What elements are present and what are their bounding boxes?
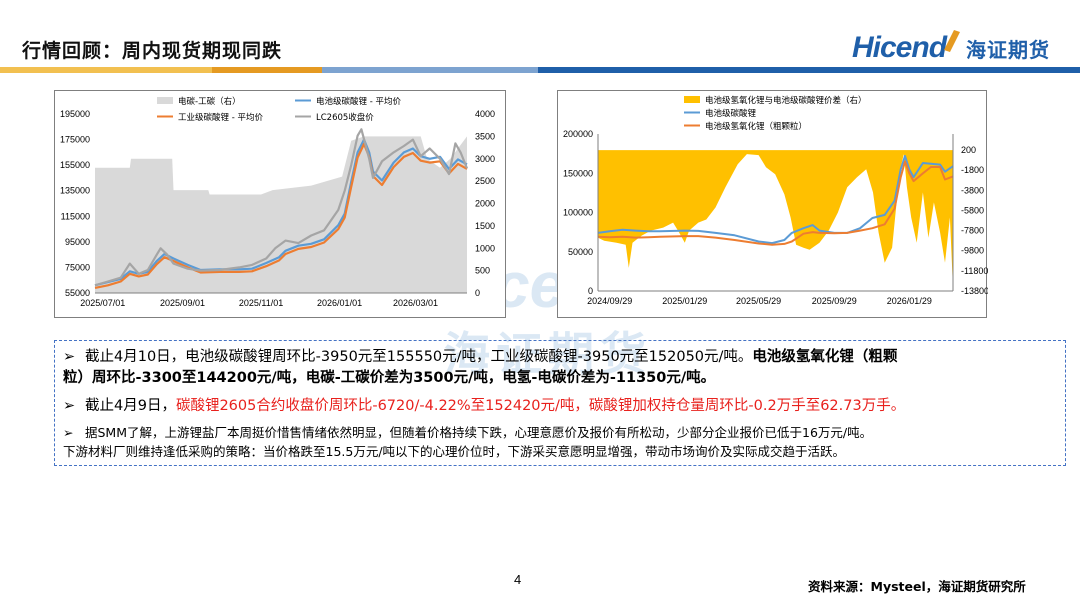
x-tick-label: 2025/11/01 [239, 298, 283, 308]
bullet-spot-text: 截止4月10日，电池级碳酸锂周环比-3950元至155550元/吨，工业级碳酸锂… [85, 349, 753, 365]
y-left-tick-label: 55000 [65, 288, 90, 298]
header-bar-lightblue [322, 67, 538, 73]
y-left-tick-label: 135000 [60, 186, 90, 196]
y-right-tick-label: 4000 [475, 109, 495, 119]
commentary-box: ➢ 截止4月10日，电池级碳酸锂周环比-3950元至155550元/吨，工业级碳酸… [54, 340, 1066, 466]
chart-hydroxide-carbonate-spread: 0 50000 100000 150000 200000 200 -1800 -3800 -58… [557, 90, 988, 318]
legend-label: 工业级碳酸锂 - 平均价 [178, 112, 263, 123]
bullet-marker: ➢ [63, 425, 74, 440]
y-left-tick-label: 50000 [568, 247, 593, 257]
x-tick-label: 2025/01/29 [662, 296, 707, 306]
y-right-tick-label: 500 [475, 266, 490, 276]
bullet-spot-prices: ➢ 截止4月10日，电池级碳酸锂周环比-3950元至155550元/吨，工业级碳酸… [63, 348, 897, 367]
spread-area-series [598, 150, 953, 288]
logo-swoosh-icon [944, 30, 961, 52]
hydroxide-line-series [597, 160, 954, 246]
y-right-tick-label: 2500 [475, 176, 495, 186]
chart2-canvas: 0 50000 100000 150000 200000 200 -1800 -3800 -58… [563, 95, 988, 306]
bullet-smm-line2: 下游材料厂则维持逢低采购的策略：当价格跌至15.5万元/吨以下的心理价位时，下游… [63, 444, 846, 459]
chart-lithium-carbonate-prices: 55000 75000 95000 115000 135000 155000 175000 1… [54, 90, 506, 318]
header-bar-gold [0, 67, 212, 73]
x-tick-label: 2026/01/01 [317, 298, 362, 308]
bullet-spread-text: 粒）周环比-3300至144200元/吨，电碳-工碳价差为3500元/吨，电氢-… [63, 370, 716, 386]
industrial-line-series [94, 142, 468, 289]
data-source: 资料来源：Mysteel，海证期货研究所 [808, 579, 1026, 594]
y-left-tick-label: 0 [588, 286, 593, 296]
y-left-tick-label: 175000 [60, 135, 90, 145]
x-tick-label: 2025/09/01 [160, 298, 205, 308]
legend-label: 电池级氢氧化锂与电池级碳酸锂价差（右） [705, 95, 867, 106]
carbonate-line-series [597, 155, 954, 245]
x-tick-label: 2025/09/29 [812, 296, 857, 306]
y-right-tick-label: -5800 [961, 205, 984, 215]
y-right-tick-label: 3000 [475, 154, 495, 164]
y-left-tick-label: 100000 [563, 208, 593, 218]
x-tick-label: 2026/01/29 [887, 296, 932, 306]
x-tick-label: 2025/07/01 [80, 298, 125, 308]
legend-label: 电池级碳酸锂 [705, 108, 757, 119]
legend-label: 电池级碳酸锂 - 平均价 [316, 96, 401, 107]
y-right-tick-label: 3500 [475, 131, 495, 141]
bullet-futures: ➢ 截止4月9日，碳酸锂2605合约收盘价周环比-6720/-4.22%至1524… [63, 397, 905, 416]
company-logo: Hicend 海证期货 [852, 30, 1050, 66]
bullet-hydroxide-text: 电池级氢氧化锂（粗颗 [752, 349, 898, 365]
chart1-canvas: 55000 75000 95000 115000 135000 155000 175000 1… [60, 96, 495, 308]
header-bar-orange [212, 67, 322, 73]
y-right-tick-label: -9800 [961, 246, 984, 256]
x-tick-label: 2026/03/01 [393, 298, 438, 308]
y-right-tick-label: 200 [961, 145, 976, 155]
y-left-tick-label: 155000 [60, 160, 90, 170]
y-right-tick-label: -1800 [961, 165, 984, 175]
y-right-tick-label: -3800 [961, 185, 984, 195]
legend-label: 电池级氢氧化锂（粗颗粒） [705, 121, 807, 132]
bullet-smm-line1: 据SMM了解，上游锂盐厂本周挺价惜售情绪依然明显，但随着价格持续下跌，心理意愿价… [85, 425, 873, 440]
page-title: 行情回顾：周内现货期现同跌 [22, 40, 283, 62]
bullet-spot-continuation: 粒）周环比-3300至144200元/吨，电碳-工碳价差为3500元/吨，电氢-… [63, 369, 715, 388]
y-right-tick-label: 1000 [475, 243, 495, 253]
y-left-tick-label: 195000 [60, 109, 90, 119]
legend-label: LC2605收盘价 [316, 112, 374, 123]
x-tick-label: 2025/05/29 [736, 296, 781, 306]
y-right-tick-label: -7800 [961, 226, 984, 236]
y-left-tick-label: 200000 [563, 129, 593, 139]
y-left-tick-label: 150000 [563, 168, 593, 178]
y-right-tick-label: 2000 [475, 199, 495, 209]
header-bar-blue [538, 67, 1080, 73]
bullet-futures-text: 碳酸锂2605合约收盘价周环比-6720/-4.22%至152420元/吨，碳酸… [175, 398, 906, 414]
bullet-marker: ➢ [63, 349, 76, 365]
bullet-smm-continuation: 下游材料厂则维持逢低采购的策略：当价格跌至15.5万元/吨以下的心理价位时，下游… [63, 443, 845, 461]
x-tick-label: 2024/09/29 [587, 296, 632, 306]
y-right-tick-label: -11800 [961, 266, 988, 276]
y-left-tick-label: 75000 [65, 262, 90, 272]
bullet-smm: ➢ 据SMM了解，上游锂盐厂本周挺价惜售情绪依然明显，但随着价格持续下跌，心理意愿… [63, 424, 872, 442]
y-right-tick-label: 1500 [475, 221, 495, 231]
logo-text-en: Hicend [852, 31, 947, 64]
legend-label: 电碳-工碳（右） [178, 96, 241, 107]
logo-text-cn: 海证期货 [966, 37, 1051, 62]
y-right-tick-label: -13800 [961, 286, 988, 296]
bullet-futures-date: 截止4月9日， [85, 398, 176, 414]
futures-line-series [94, 128, 469, 287]
y-left-tick-label: 115000 [61, 211, 90, 221]
legend-swatch [684, 96, 700, 103]
battery-line-series [94, 138, 468, 287]
legend-swatch [157, 97, 173, 104]
y-right-tick-label: 0 [475, 288, 480, 298]
page-number: 4 [514, 572, 522, 587]
y-left-tick-label: 95000 [65, 237, 90, 247]
bullet-marker: ➢ [63, 398, 76, 414]
